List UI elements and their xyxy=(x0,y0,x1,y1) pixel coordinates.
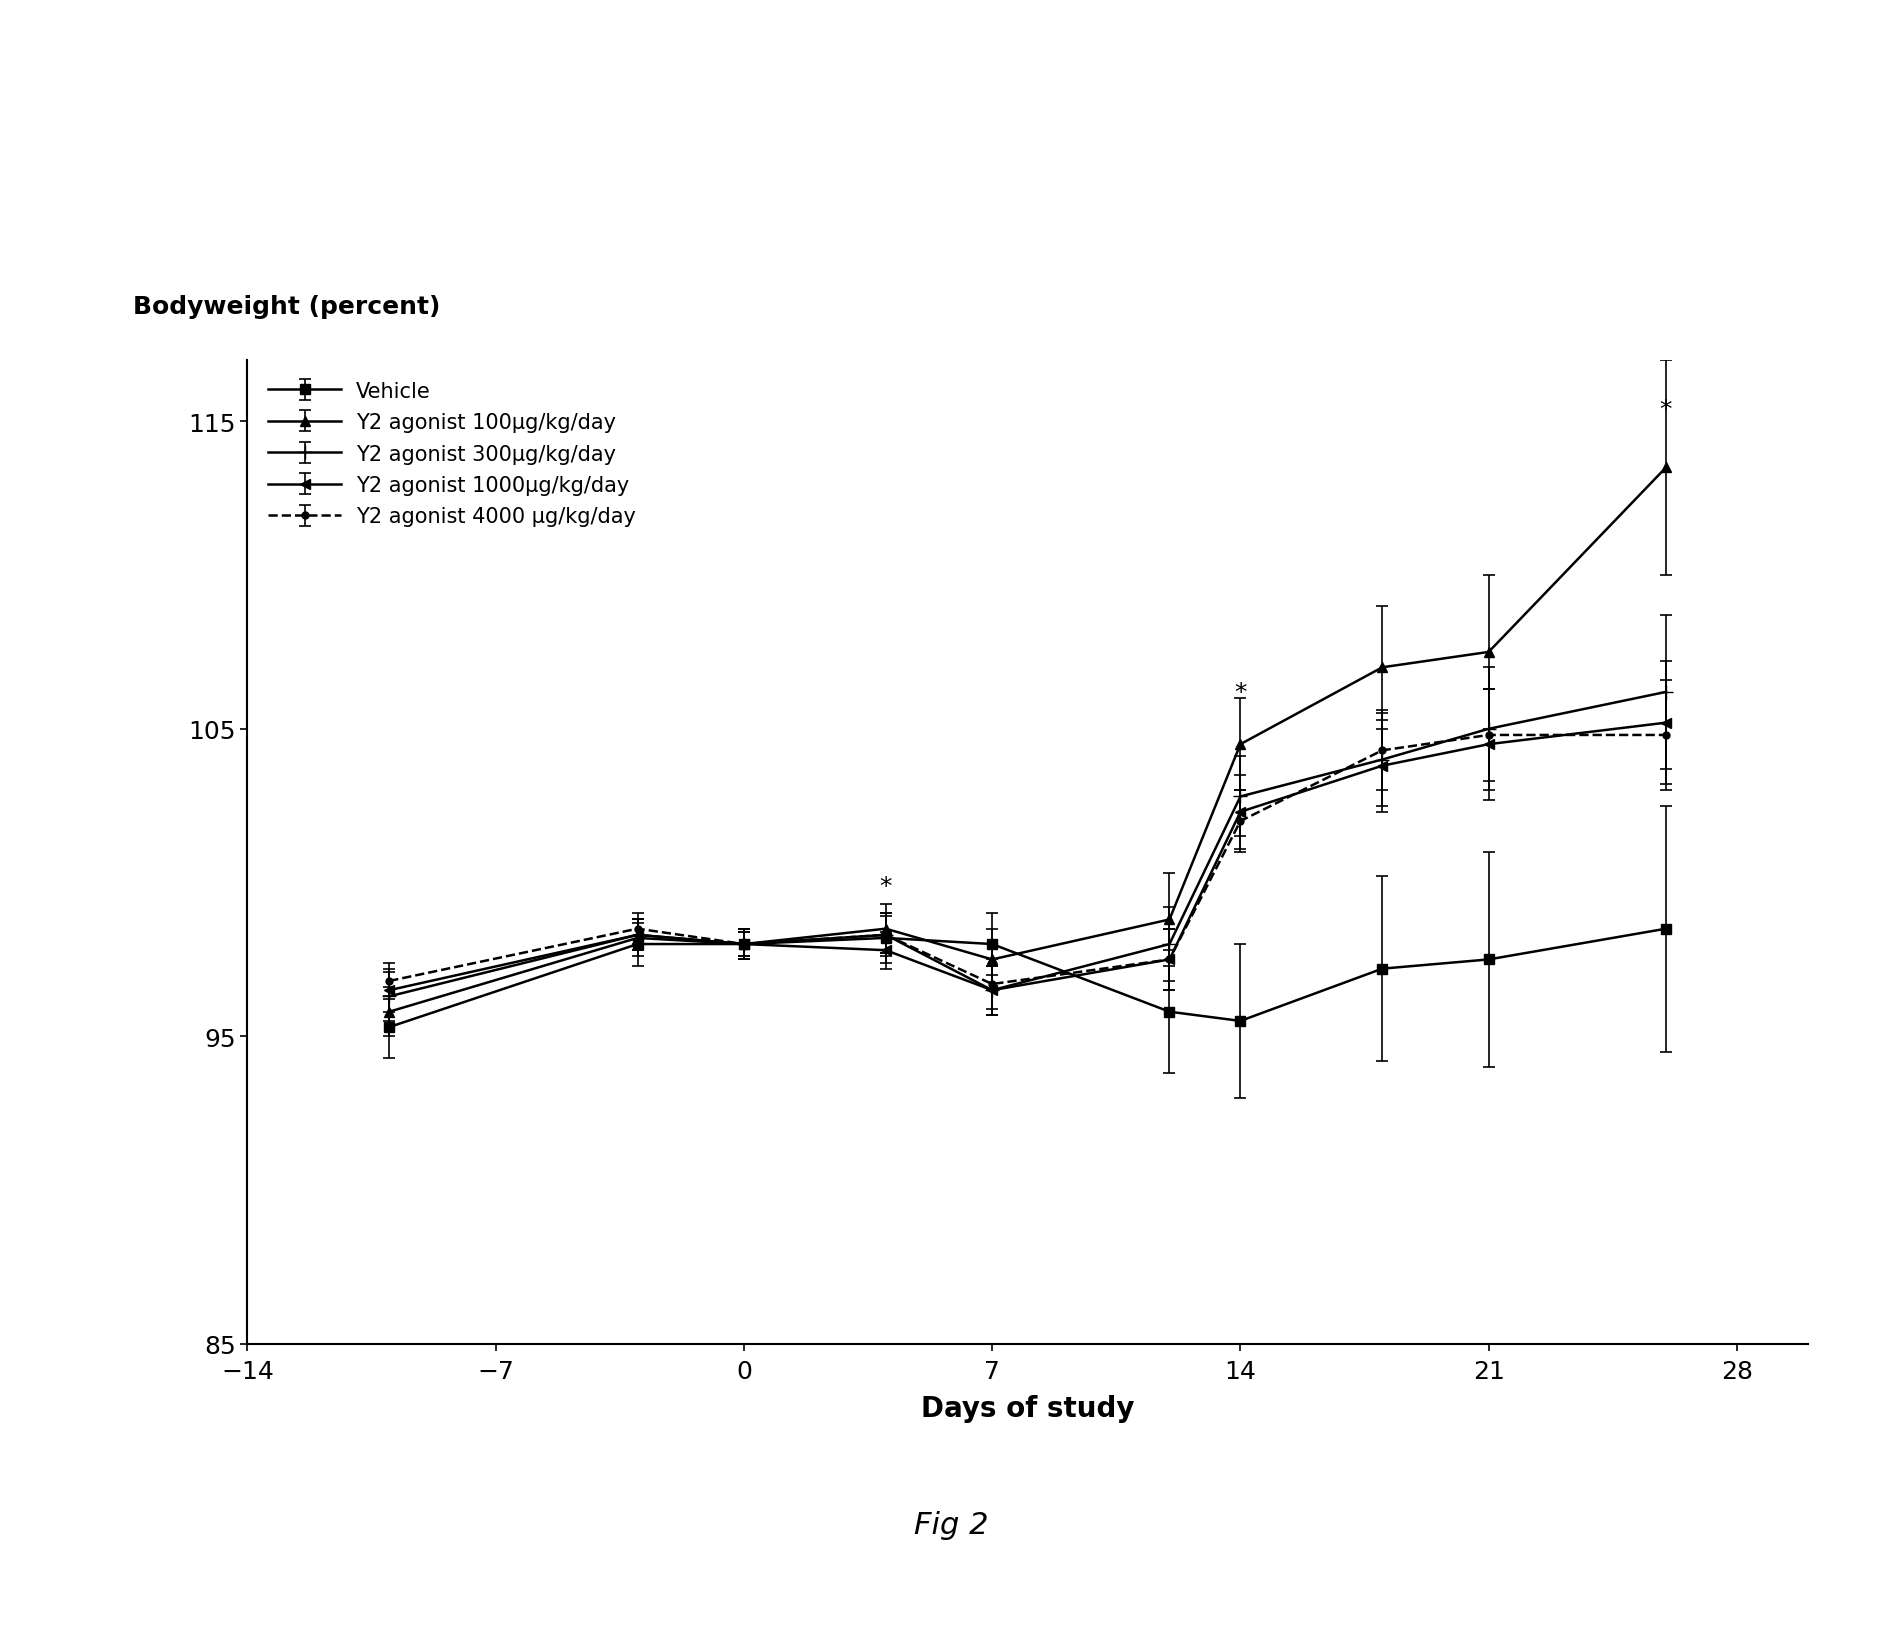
Text: *: * xyxy=(1659,398,1673,421)
Text: Fig 2: Fig 2 xyxy=(913,1510,990,1539)
Text: Bodyweight (percent): Bodyweight (percent) xyxy=(133,295,441,320)
Legend: Vehicle, Y2 agonist 100μg/kg/day, Y2 agonist 300μg/kg/day, Y2 agonist 1000μg/kg/: Vehicle, Y2 agonist 100μg/kg/day, Y2 ago… xyxy=(257,370,645,538)
X-axis label: Days of study: Days of study xyxy=(921,1395,1134,1423)
Text: *: * xyxy=(879,874,893,898)
Text: *: * xyxy=(1235,680,1246,705)
